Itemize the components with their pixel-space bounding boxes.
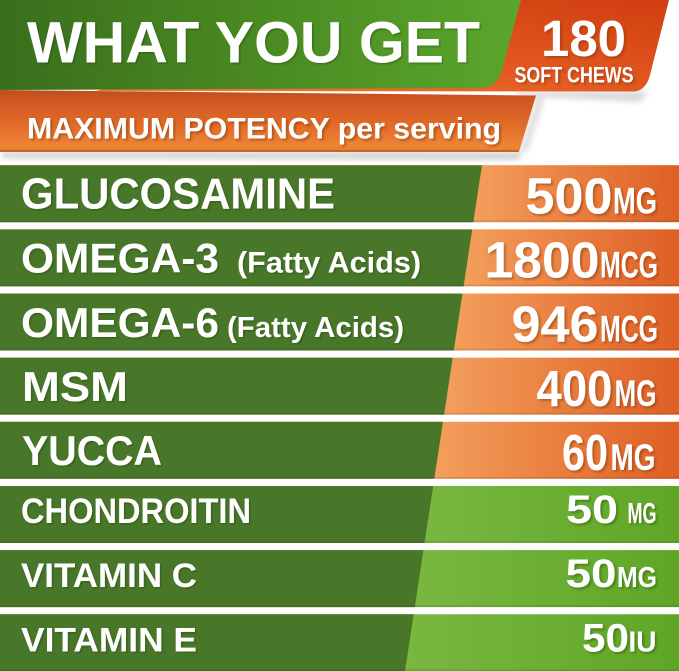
svg-text:50: 50	[566, 552, 617, 596]
svg-text:YUCCA: YUCCA	[22, 427, 162, 474]
svg-text:WHAT YOU GET: WHAT YOU GET	[27, 11, 480, 76]
svg-text:60: 60	[562, 424, 608, 481]
svg-text:CHONDROITIN: CHONDROITIN	[21, 492, 251, 531]
svg-text:MCG: MCG	[600, 309, 658, 350]
svg-text:500: 500	[526, 167, 613, 224]
svg-text:(Fatty Acids): (Fatty Acids)	[237, 247, 421, 280]
svg-text:MCG: MCG	[600, 245, 658, 286]
svg-text:50: 50	[566, 488, 618, 532]
svg-text:50: 50	[582, 616, 629, 660]
svg-text:OMEGA-6: OMEGA-6	[21, 299, 219, 346]
svg-text:MG: MG	[613, 180, 657, 221]
svg-text:400: 400	[537, 360, 613, 417]
svg-text:VITAMIN C: VITAMIN C	[21, 557, 197, 595]
svg-text:MG: MG	[628, 498, 657, 530]
svg-text:1800: 1800	[485, 232, 600, 289]
svg-text:MAXIMUM POTENCY per serving: MAXIMUM POTENCY per serving	[27, 113, 501, 146]
svg-text:946: 946	[512, 296, 599, 353]
svg-text:MG: MG	[615, 373, 657, 414]
svg-text:MSM: MSM	[22, 363, 128, 410]
svg-text:SOFT CHEWS: SOFT CHEWS	[515, 63, 634, 88]
svg-text:(Fatty Acids): (Fatty Acids)	[227, 312, 404, 344]
svg-text:MG: MG	[611, 437, 656, 478]
svg-text:VITAMIN E: VITAMIN E	[21, 621, 197, 659]
svg-text:180: 180	[541, 10, 626, 67]
svg-text:GLUCOSAMINE: GLUCOSAMINE	[21, 170, 335, 219]
svg-text:OMEGA-3: OMEGA-3	[21, 235, 219, 282]
svg-text:IU: IU	[629, 626, 657, 658]
svg-text:MG: MG	[617, 562, 657, 594]
